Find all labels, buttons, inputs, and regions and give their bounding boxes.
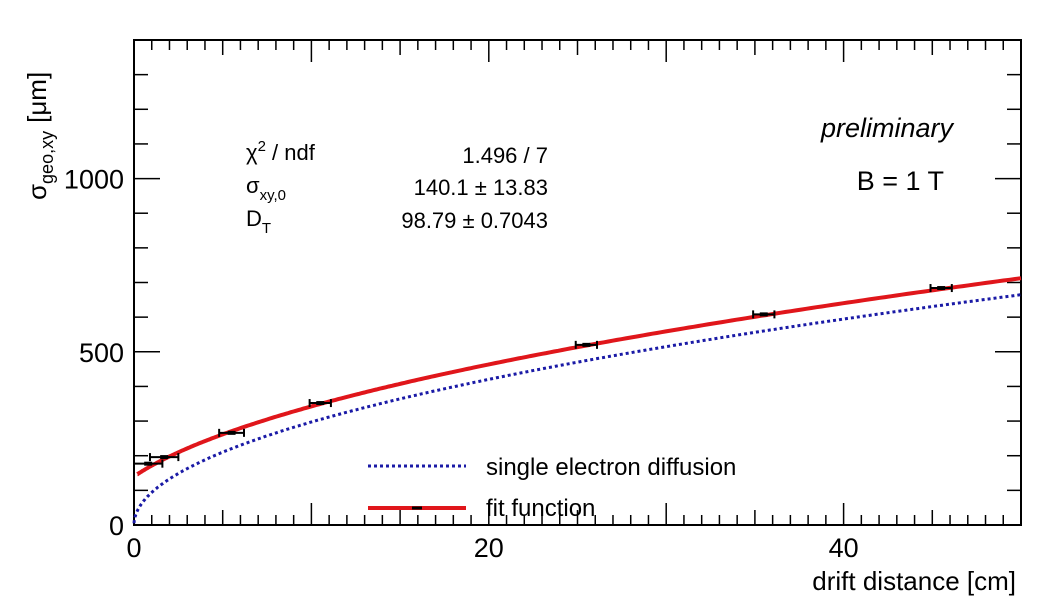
legend-fit-label: fit function xyxy=(486,495,595,522)
data-point xyxy=(148,453,180,462)
legend: single electron diffusion fit function xyxy=(368,454,736,522)
series-fit-function xyxy=(136,276,1022,477)
axis-ticks xyxy=(133,39,1022,526)
data-point xyxy=(752,310,776,319)
stat-dt-label: DT xyxy=(246,206,271,237)
magnetic-field-label: B = 1 T xyxy=(857,166,944,196)
fit-stats: χ2 / ndf 1.496 / 7 σxy,0 140.1 ± 13.83 D… xyxy=(246,138,548,237)
data-point xyxy=(218,428,245,437)
data-point xyxy=(133,459,164,468)
stat-chi2-value: 1.496 / 7 xyxy=(462,143,548,168)
legend-diffusion-label: single electron diffusion xyxy=(486,454,736,481)
y-tick-labels: 0 500 1000 xyxy=(64,165,124,541)
data-point xyxy=(929,284,953,293)
data-point xyxy=(574,340,599,349)
stat-sigma0-label: σxy,0 xyxy=(246,173,286,204)
stat-dt-value: 98.79 ± 0.7043 xyxy=(401,208,548,233)
x-tick-label: 0 xyxy=(126,533,141,563)
y-axis-title-symbol: σ xyxy=(22,184,52,200)
preliminary-label: preliminary xyxy=(820,113,955,143)
x-tick-label: 40 xyxy=(829,533,859,563)
y-tick-label: 0 xyxy=(109,511,124,541)
x-tick-labels: 0 20 40 xyxy=(126,533,858,563)
stat-sigma0-value: 140.1 ± 13.83 xyxy=(414,175,548,200)
y-axis-title: σgeo,xy [μm] xyxy=(22,72,57,200)
x-axis-title: drift distance [cm] xyxy=(812,566,1016,596)
y-axis-title-subscript: geo,xy xyxy=(37,131,57,184)
data-points xyxy=(133,284,953,468)
y-tick-label: 1000 xyxy=(64,165,124,195)
stat-chi2-label: χ2 / ndf xyxy=(246,138,316,165)
y-axis-title-unit: [μm] xyxy=(22,72,52,123)
series-single-electron-diffusion xyxy=(132,293,1022,524)
data-point xyxy=(308,399,332,408)
y-tick-label: 500 xyxy=(79,338,124,368)
x-tick-label: 20 xyxy=(474,533,504,563)
